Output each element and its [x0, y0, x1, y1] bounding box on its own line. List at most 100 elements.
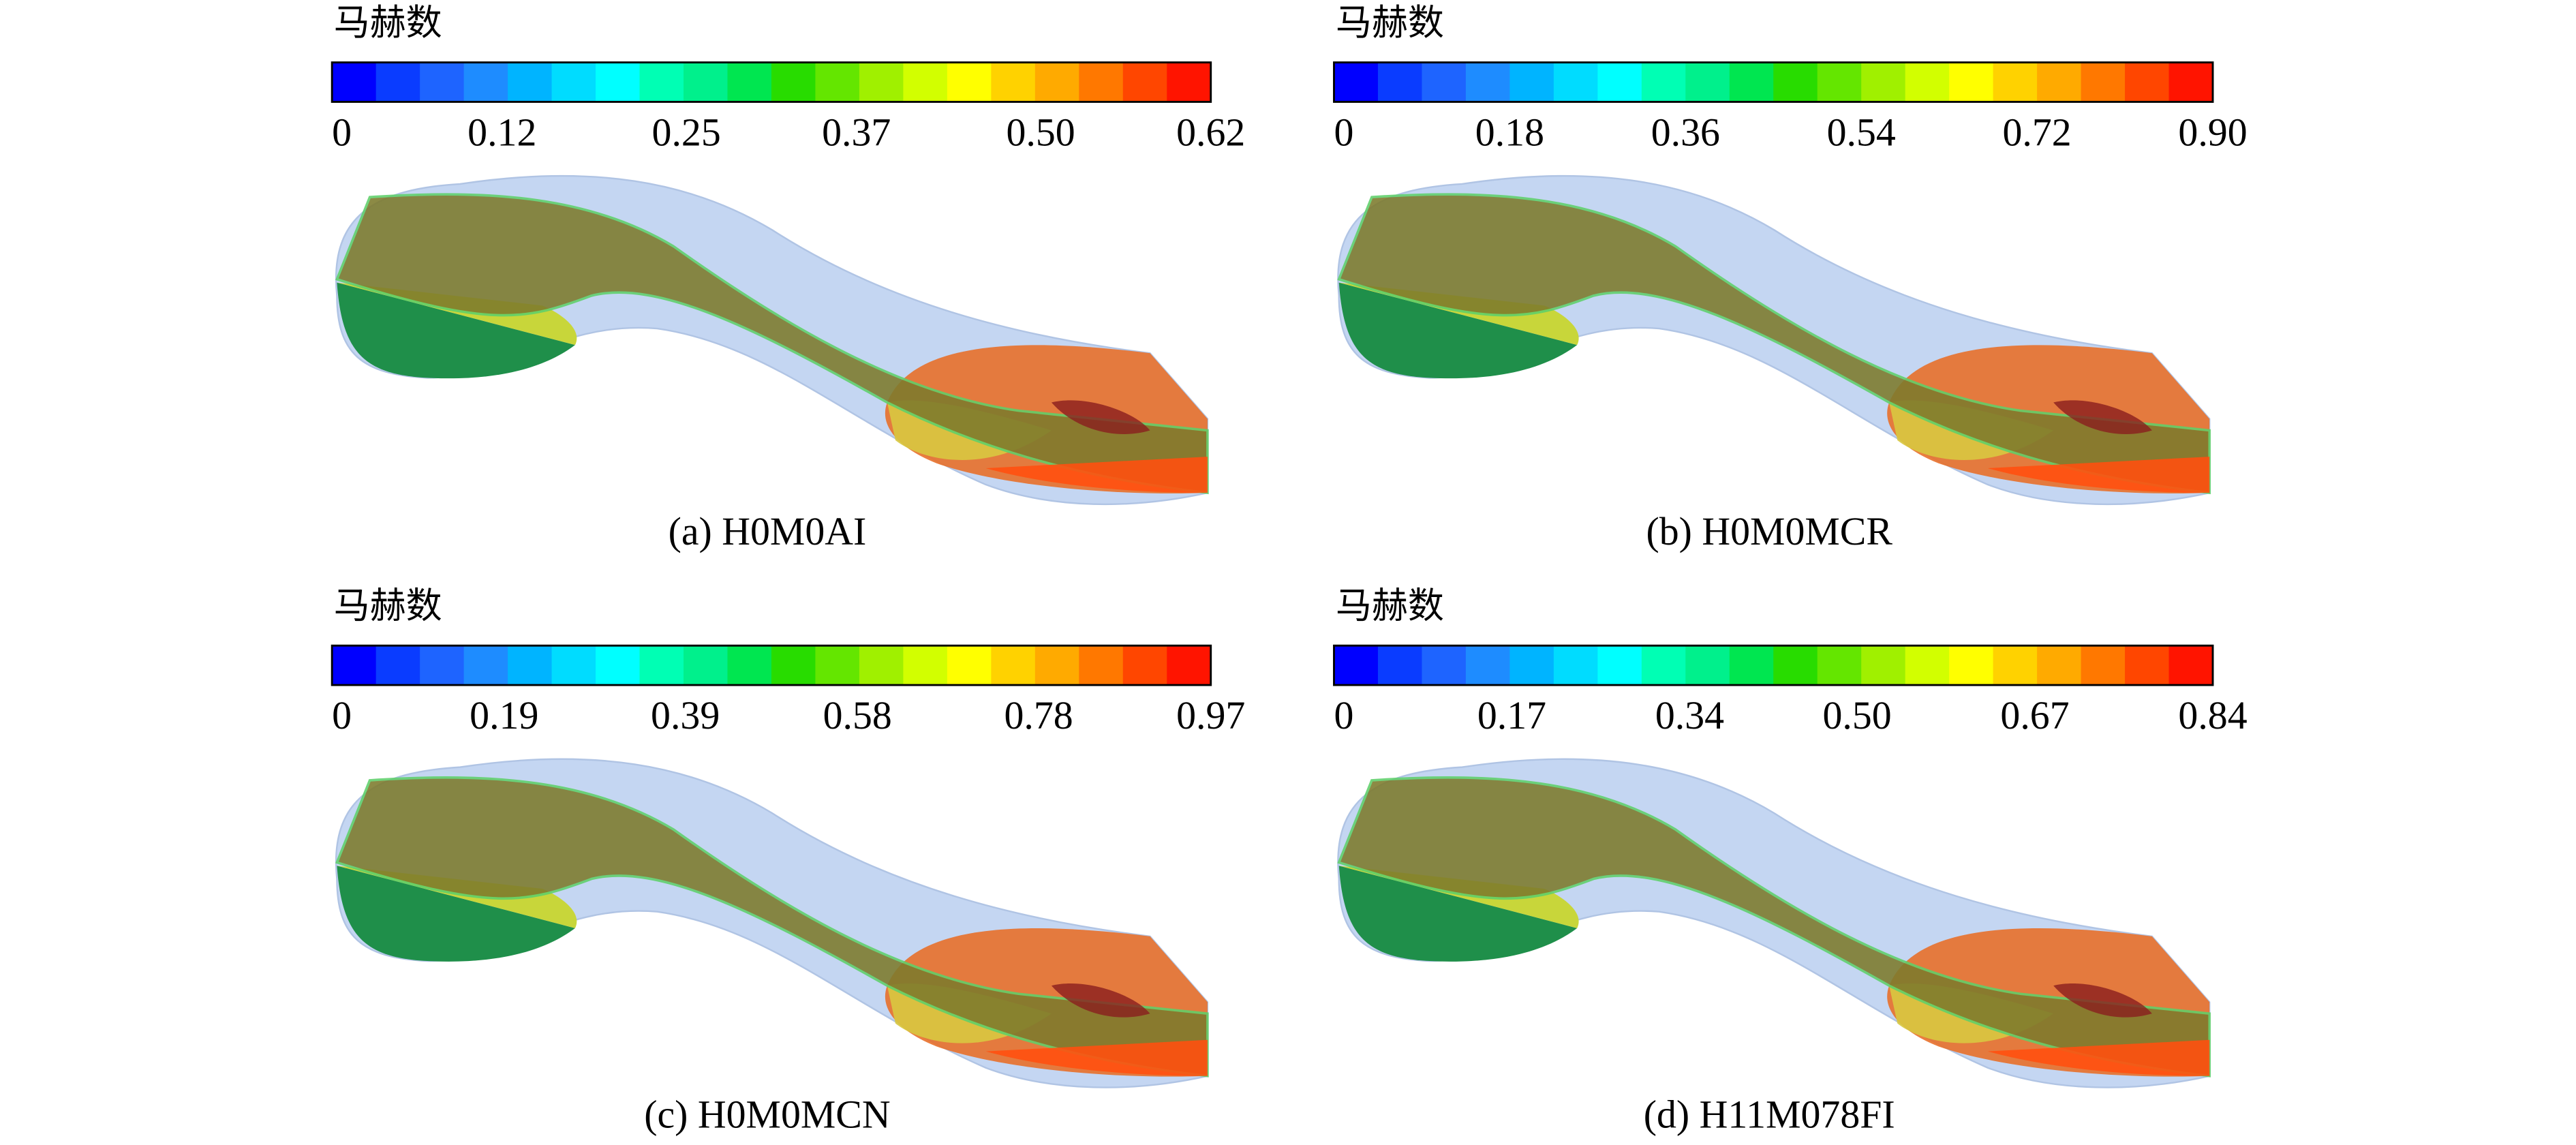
colorbar-segment	[1377, 645, 1423, 686]
colorbar-segment	[859, 645, 904, 686]
colorbar-segment	[991, 62, 1036, 102]
colorbar-tick-label: 0.25	[652, 110, 721, 154]
colorbar-tick-label: 0	[1334, 693, 1353, 737]
colorbar-segment	[463, 645, 508, 686]
colorbar-segment	[2037, 645, 2082, 686]
colorbar-tick-label: 0.54	[1827, 110, 1896, 154]
colorbar-frame	[1333, 61, 2214, 103]
colorbar-segment	[859, 62, 904, 102]
colorbar-segment	[991, 645, 1036, 686]
colorbar-tick-label: 0.19	[470, 693, 538, 737]
colorbar-segment	[1034, 645, 1080, 686]
colorbar-frame	[331, 61, 1212, 103]
colorbar-segment	[508, 62, 553, 102]
colorbar-tick-label: 0.34	[1655, 693, 1724, 737]
colorbar-tick-label: 0.78	[1005, 693, 1073, 737]
colorbar-segment	[508, 645, 553, 686]
colorbar-segment	[1079, 62, 1124, 102]
colorbar-segment	[1905, 645, 1950, 686]
colorbar-segment	[947, 645, 992, 686]
colorbar-tick-label: 0.12	[467, 110, 536, 154]
colorbar-segment	[1773, 62, 1818, 102]
colorbar-tick-label: 0.18	[1475, 110, 1544, 154]
caption: (a) H0M0AI	[669, 509, 867, 553]
colorbar-segment	[2168, 62, 2213, 102]
colorbar-segment	[1509, 645, 1554, 686]
colorbar-tick-label: 0.37	[822, 110, 891, 154]
colorbar-tick-label: 0	[1334, 110, 1353, 154]
colorbar-segment	[1685, 645, 1730, 686]
colorbar-segment	[1553, 645, 1599, 686]
colorbar-segment	[1465, 645, 1511, 686]
colorbar-tick-label: 0	[332, 110, 352, 154]
colorbar-segment	[1079, 645, 1124, 686]
colorbar-segment	[639, 645, 684, 686]
colorbar-tick-label: 0.36	[1651, 110, 1720, 154]
colorbar-frame	[331, 644, 1212, 686]
colorbar-segment	[1993, 645, 2038, 686]
colorbar-segment	[1422, 645, 1467, 686]
colorbar-segment	[683, 645, 729, 686]
colorbar-segment	[815, 645, 860, 686]
caption: (d) H11M078FI	[1644, 1093, 1895, 1137]
colorbar-segment	[332, 62, 377, 102]
colorbar-segment	[683, 62, 729, 102]
colorbar-segment	[1641, 62, 1687, 102]
colorbar-tick-label: 0.97	[1176, 693, 1245, 737]
colorbar-segment	[1034, 62, 1080, 102]
colorbar-segment	[463, 62, 508, 102]
colorbar-tick-label: 0.72	[2003, 110, 2072, 154]
colorbar-segment	[1641, 645, 1687, 686]
colorbar-segment	[375, 645, 420, 686]
colorbar-title: 马赫数	[334, 584, 442, 626]
colorbar-segment	[1122, 62, 1167, 102]
colorbar-segment	[1167, 645, 1212, 686]
colorbar-segment	[1334, 645, 1379, 686]
colorbar-tick-label: 0.50	[1007, 110, 1075, 154]
colorbar-segment	[1817, 62, 1862, 102]
colorbar-segment	[1729, 62, 1774, 102]
colorbar-segment	[2037, 62, 2082, 102]
duct-render	[335, 757, 1209, 1089]
colorbar-segment	[332, 645, 377, 686]
colorbar-segment	[551, 62, 596, 102]
colorbar-segment	[2125, 62, 2170, 102]
colorbar-segment	[903, 62, 948, 102]
colorbar-segment	[1949, 62, 1994, 102]
colorbar-segment	[947, 62, 992, 102]
colorbar-segment	[2081, 62, 2126, 102]
colorbar-segment	[1334, 62, 1379, 102]
colorbar-tick-label: 0.58	[823, 693, 892, 737]
colorbar-segment	[596, 62, 641, 102]
colorbar-segment	[1597, 62, 1642, 102]
colorbar-title: 马赫数	[1336, 584, 1444, 626]
colorbar-tick-label: 0.62	[1176, 110, 1245, 154]
colorbar-segment	[2125, 645, 2170, 686]
caption: (c) H0M0MCN	[644, 1093, 890, 1137]
colorbar-segment	[420, 62, 465, 102]
caption: (b) H0M0MCR	[1646, 509, 1892, 553]
colorbar-segment	[1773, 645, 1818, 686]
colorbar-tick-label: 0.17	[1477, 693, 1546, 737]
colorbar-segment	[1597, 645, 1642, 686]
colorbar-segment	[2081, 645, 2126, 686]
colorbar-segment	[551, 645, 596, 686]
colorbar-segment	[903, 645, 948, 686]
duct-render	[1336, 757, 2211, 1089]
colorbar-tick-label: 0.84	[2178, 693, 2247, 737]
colorbar-segment	[375, 62, 420, 102]
colorbar-segment	[815, 62, 860, 102]
colorbar-frame	[1333, 644, 2214, 686]
colorbar-segment	[1729, 645, 1774, 686]
colorbar-segment	[727, 62, 772, 102]
colorbar-segment	[1422, 62, 1467, 102]
colorbar-tick-label: 0.39	[651, 693, 720, 737]
colorbar-segment	[1993, 62, 2038, 102]
colorbar-tick-label: 0	[332, 693, 352, 737]
colorbar-segment	[1861, 62, 1906, 102]
colorbar-segment	[727, 645, 772, 686]
colorbar-tick-label: 0.50	[1822, 693, 1891, 737]
colorbar-segment	[1817, 645, 1862, 686]
